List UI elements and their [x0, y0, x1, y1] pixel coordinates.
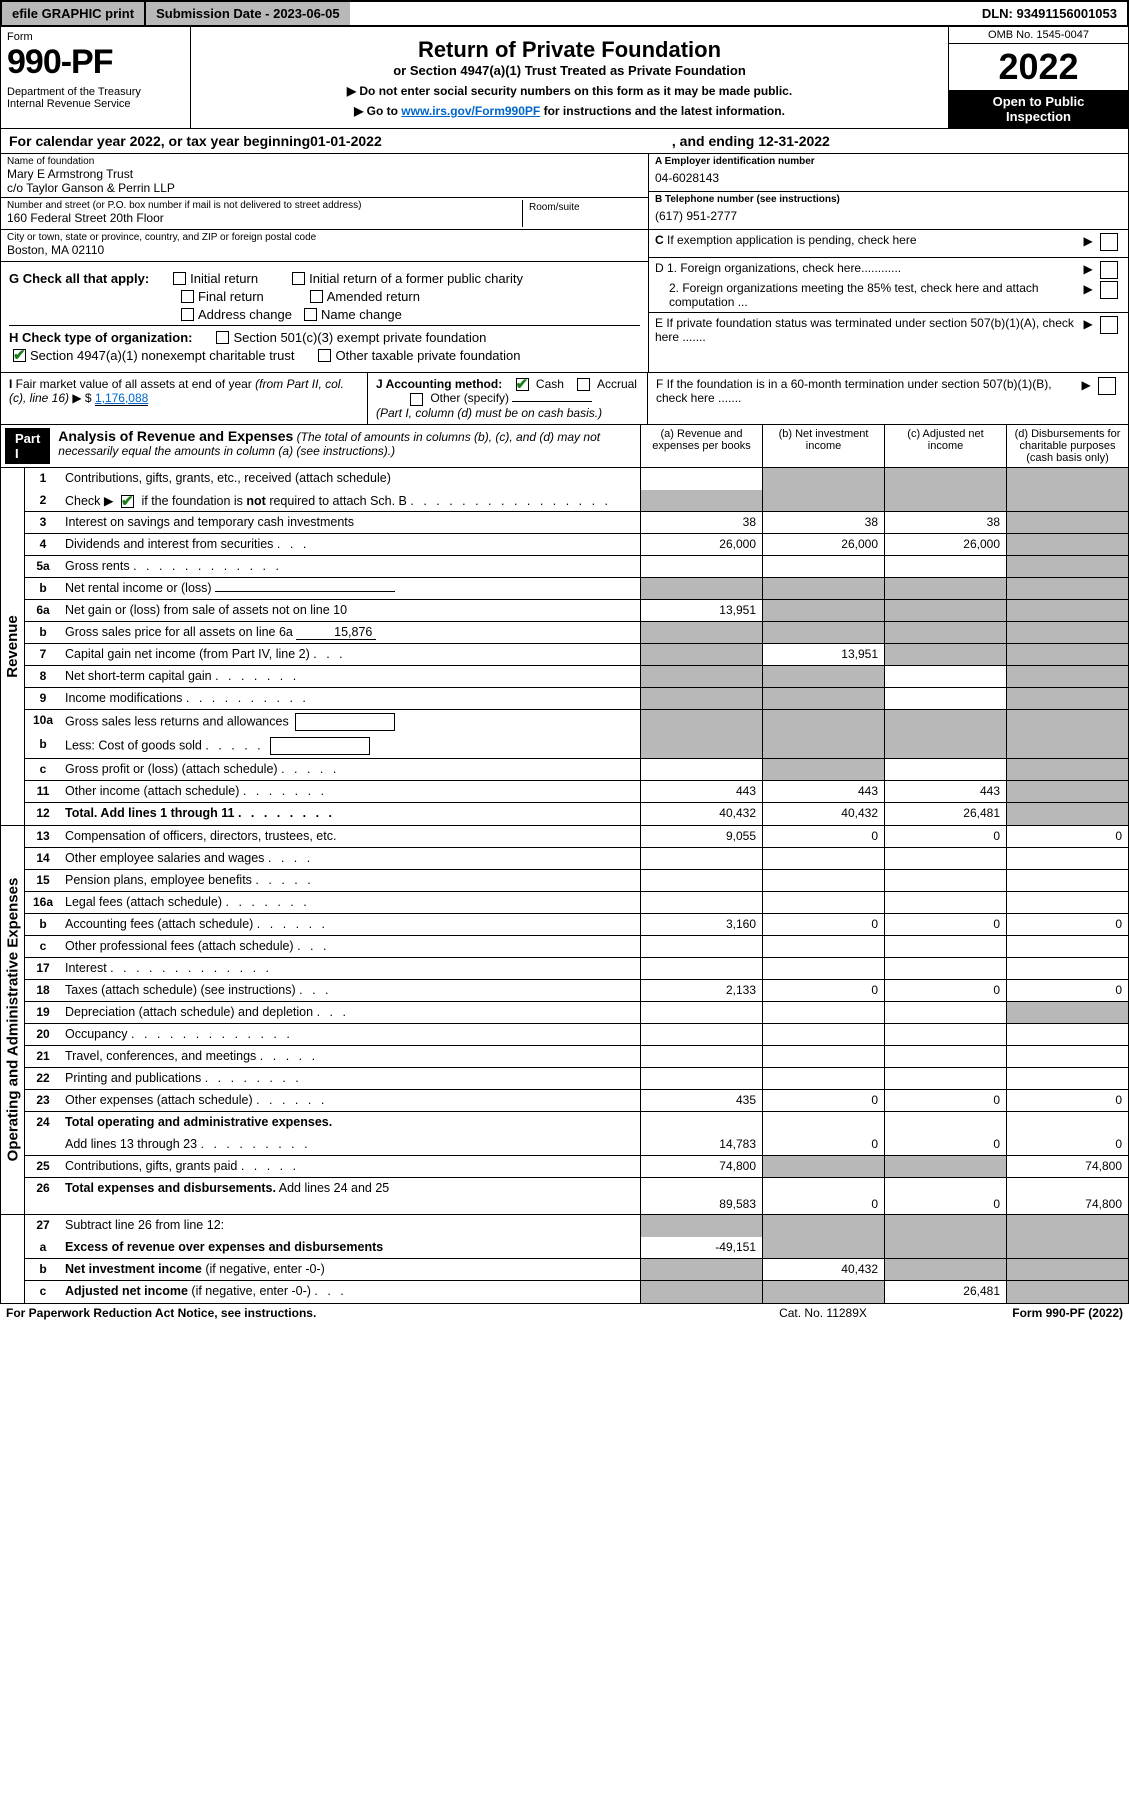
checkbox-d2[interactable]: [1100, 281, 1118, 299]
j-note: (Part I, column (d) must be on cash basi…: [376, 406, 602, 420]
checkbox-cash[interactable]: [516, 378, 529, 391]
irs-link[interactable]: www.irs.gov/Form990PF: [401, 104, 540, 118]
foundation-name-1: Mary E Armstrong Trust: [7, 167, 642, 181]
col-b-header: (b) Net investment income: [762, 425, 884, 467]
checkbox-amended-return[interactable]: [310, 290, 323, 303]
submission-date: Submission Date - 2023-06-05: [146, 2, 350, 25]
expenses-sidelabel: Operating and Administrative Expenses: [1, 826, 25, 1214]
checkbox-name-change[interactable]: [304, 308, 317, 321]
phone-label: B Telephone number (see instructions): [655, 194, 840, 205]
section-ijf: I Fair market value of all assets at end…: [0, 373, 1129, 425]
topbar: efile GRAPHIC print Submission Date - 20…: [0, 0, 1129, 27]
part1-header: Part I Analysis of Revenue and Expenses …: [0, 425, 1129, 468]
department: Department of the Treasury Internal Reve…: [7, 86, 184, 110]
phone-value: (617) 951-2777: [655, 205, 1122, 227]
checkbox-other-taxable[interactable]: [318, 349, 331, 362]
expenses-section: Operating and Administrative Expenses 13…: [0, 826, 1129, 1215]
revenue-sidelabel: Revenue: [1, 468, 25, 825]
form-title: Return of Private Foundation: [199, 37, 940, 63]
checkbox-other-method[interactable]: [410, 393, 423, 406]
entity-info: Name of foundation Mary E Armstrong Trus…: [0, 154, 1129, 373]
paperwork-notice: For Paperwork Reduction Act Notice, see …: [6, 1306, 723, 1320]
checkbox-accrual[interactable]: [577, 378, 590, 391]
col-c-header: (c) Adjusted net income: [884, 425, 1006, 467]
col-d-header: (d) Disbursements for charitable purpose…: [1006, 425, 1128, 467]
checkbox-501c3[interactable]: [216, 331, 229, 344]
ein-label: A Employer identification number: [655, 156, 815, 167]
address-label: Number and street (or P.O. box number if…: [7, 200, 522, 211]
part1-title: Analysis of Revenue and Expenses: [58, 428, 293, 444]
section-i-label: I Fair market value of all assets at end…: [9, 377, 344, 405]
section-h: H Check type of organization: Section 50…: [9, 325, 640, 345]
catalog-number: Cat. No. 11289X: [723, 1306, 923, 1320]
ein-value: 04-6028143: [655, 167, 1122, 189]
form-ref: Form 990-PF (2022): [923, 1306, 1123, 1320]
checkbox-sch-b[interactable]: [121, 495, 134, 508]
checkbox-initial-return[interactable]: [173, 272, 186, 285]
checkbox-address-change[interactable]: [181, 308, 194, 321]
section-c-label: C If exemption application is pending, c…: [655, 233, 917, 247]
section-d1-label: D 1. Foreign organizations, check here..…: [655, 261, 1083, 279]
form-label: Form: [7, 31, 184, 43]
line27-section: 27Subtract line 26 from line 12: aExcess…: [0, 1215, 1129, 1304]
room-label: Room/suite: [529, 202, 636, 213]
foundation-name-2: c/o Taylor Ganson & Perrin LLP: [7, 181, 642, 195]
address: 160 Federal Street 20th Floor: [7, 211, 522, 225]
form-header: Form 990-PF Department of the Treasury I…: [0, 27, 1129, 129]
col-a-header: (a) Revenue and expenses per books: [640, 425, 762, 467]
form-instruction-1: ▶ Do not enter social security numbers o…: [199, 84, 940, 98]
city-label: City or town, state or province, country…: [7, 232, 642, 243]
checkbox-d1[interactable]: [1100, 261, 1118, 279]
foundation-name-label: Name of foundation: [7, 156, 642, 167]
fmv-link[interactable]: 1,176,088: [95, 391, 148, 406]
city-state-zip: Boston, MA 02110: [7, 243, 642, 257]
page-footer: For Paperwork Reduction Act Notice, see …: [0, 1304, 1129, 1322]
tax-year: 2022: [949, 44, 1128, 90]
part1-label: Part I: [5, 428, 50, 464]
open-to-public: Open to Public Inspection: [949, 90, 1128, 128]
revenue-section: Revenue 1Contributions, gifts, grants, e…: [0, 468, 1129, 826]
checkbox-c[interactable]: [1100, 233, 1118, 251]
section-e-label: E If private foundation status was termi…: [655, 316, 1083, 344]
efile-print-button[interactable]: efile GRAPHIC print: [2, 2, 146, 25]
checkbox-final-return[interactable]: [181, 290, 194, 303]
section-g: G Check all that apply: Initial return I…: [9, 271, 640, 286]
calendar-year-row: For calendar year 2022, or tax year begi…: [0, 129, 1129, 154]
checkbox-initial-former[interactable]: [292, 272, 305, 285]
checkbox-e[interactable]: [1100, 316, 1118, 334]
section-f-label: F If the foundation is in a 60-month ter…: [656, 377, 1081, 420]
form-instruction-2: ▶ Go to www.irs.gov/Form990PF for instru…: [199, 104, 940, 118]
checkbox-f[interactable]: [1098, 377, 1116, 395]
dln: DLN: 93491156001053: [972, 2, 1127, 25]
checkbox-4947[interactable]: [13, 349, 26, 362]
form-subtitle: or Section 4947(a)(1) Trust Treated as P…: [199, 63, 940, 78]
omb-number: OMB No. 1545-0047: [949, 27, 1128, 44]
section-d2-label: 2. Foreign organizations meeting the 85%…: [655, 281, 1083, 309]
form-number: 990-PF: [7, 43, 184, 82]
